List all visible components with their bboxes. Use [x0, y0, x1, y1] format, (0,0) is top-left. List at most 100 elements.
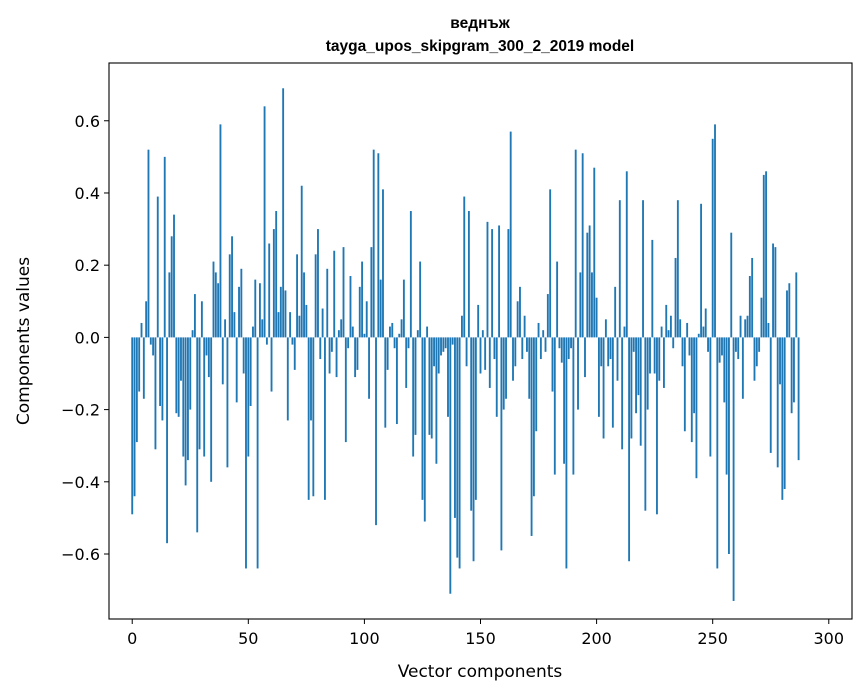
bar-component-99	[361, 261, 364, 338]
bar-component-42	[228, 254, 231, 338]
bar-component-245	[700, 203, 703, 338]
bar-component-12	[159, 337, 162, 406]
bar-component-106	[377, 153, 380, 338]
bar-component-20	[177, 337, 180, 417]
bar-component-40	[224, 319, 227, 338]
bar-component-160	[502, 337, 505, 410]
bar-component-225	[653, 337, 656, 374]
bar-component-27	[193, 294, 196, 338]
bar-component-175	[537, 322, 540, 338]
bar-component-75	[305, 304, 308, 338]
bar-component-58	[265, 337, 268, 345]
bar-component-176	[539, 337, 542, 360]
bar-component-68	[289, 312, 292, 338]
bar-component-38	[219, 124, 222, 338]
bar-component-226	[656, 337, 658, 515]
bar-component-123	[416, 330, 419, 338]
bar-component-94	[349, 276, 352, 338]
bar-component-287	[797, 337, 800, 461]
bar-component-101	[365, 301, 368, 338]
bar-component-115	[398, 333, 401, 338]
bar-component-200	[595, 297, 598, 338]
bar-component-18	[173, 214, 175, 338]
bar-component-69	[291, 337, 294, 345]
bar-component-234	[674, 257, 677, 338]
y-axis-ticks: −0.6 −0.4 −0.2 0.0 0.2 0.4 0.6	[61, 112, 109, 564]
x-tick-label: 50	[238, 629, 258, 648]
bar-component-60	[270, 337, 273, 392]
bar-component-243	[695, 337, 698, 479]
bar-component-193	[579, 272, 582, 338]
bar-component-286	[795, 272, 798, 338]
bar-component-133	[440, 337, 442, 356]
bar-component-10	[154, 337, 157, 450]
bar-component-57	[263, 106, 266, 338]
bar-component-231	[667, 330, 670, 338]
bar-component-196	[586, 232, 589, 338]
bar-component-87	[333, 250, 336, 338]
bar-component-149	[477, 304, 480, 338]
bar-component-107	[379, 279, 382, 338]
bar-component-185	[560, 337, 563, 363]
bar-component-139	[454, 337, 456, 518]
bar-component-132	[437, 337, 440, 374]
y-axis-label: Components values	[14, 257, 34, 425]
bar-component-136	[447, 337, 449, 417]
bar-component-32	[205, 337, 208, 356]
bar-component-90	[340, 319, 343, 338]
bar-component-237	[681, 337, 684, 367]
bar-component-55	[258, 283, 261, 338]
bar-component-275	[769, 337, 772, 453]
bar-component-233	[672, 337, 675, 349]
bar-component-156	[493, 337, 496, 360]
bar-component-167	[519, 286, 521, 338]
bar-component-189	[570, 337, 572, 349]
bar-component-3	[138, 337, 141, 392]
bar-component-89	[337, 330, 340, 338]
bar-component-146	[470, 337, 473, 511]
bar-component-183	[556, 261, 559, 338]
bar-component-84	[326, 268, 329, 338]
bar-component-137	[449, 337, 452, 594]
bar-component-116	[400, 319, 403, 338]
bar-component-117	[402, 279, 405, 338]
bar-component-159	[500, 337, 503, 551]
bar-component-271	[760, 297, 763, 338]
bar-component-158	[498, 225, 501, 338]
bar-component-240	[688, 337, 691, 356]
bar-component-24	[187, 337, 189, 461]
plot-frame	[108, 62, 853, 620]
x-tick-label: 0	[127, 629, 137, 648]
bar-component-54	[256, 337, 259, 569]
bar-component-190	[572, 337, 575, 475]
bar-component-248	[707, 337, 709, 352]
bar-component-44	[233, 312, 236, 338]
bar-component-186	[563, 337, 566, 464]
bar-component-171	[528, 337, 531, 399]
y-tick-label: 0.4	[75, 184, 100, 203]
bar-component-178	[544, 337, 547, 352]
bar-component-223	[649, 337, 651, 374]
bar-component-210	[618, 200, 621, 338]
bar-component-125	[421, 337, 424, 500]
y-tick-label: 0.0	[75, 328, 100, 347]
bar-component-214	[628, 337, 631, 562]
bar-component-269	[755, 337, 758, 367]
bar-component-65	[282, 88, 285, 338]
bar-component-180	[549, 189, 552, 338]
bar-component-1	[133, 337, 136, 497]
bar-component-230	[665, 304, 668, 338]
bar-component-39	[221, 337, 224, 385]
x-tick-label: 200	[581, 629, 612, 648]
bar-component-7	[147, 149, 150, 338]
bar-component-26	[191, 330, 194, 338]
bar-component-279	[779, 337, 781, 385]
chart-title: веднъж	[450, 15, 510, 32]
bar-component-86	[330, 337, 333, 352]
bar-component-33	[207, 337, 210, 378]
bar-component-43	[231, 236, 233, 338]
bar-component-199	[593, 167, 596, 338]
bar-component-9	[152, 337, 155, 356]
bar-component-79	[314, 254, 317, 338]
bar-component-284	[790, 337, 793, 414]
